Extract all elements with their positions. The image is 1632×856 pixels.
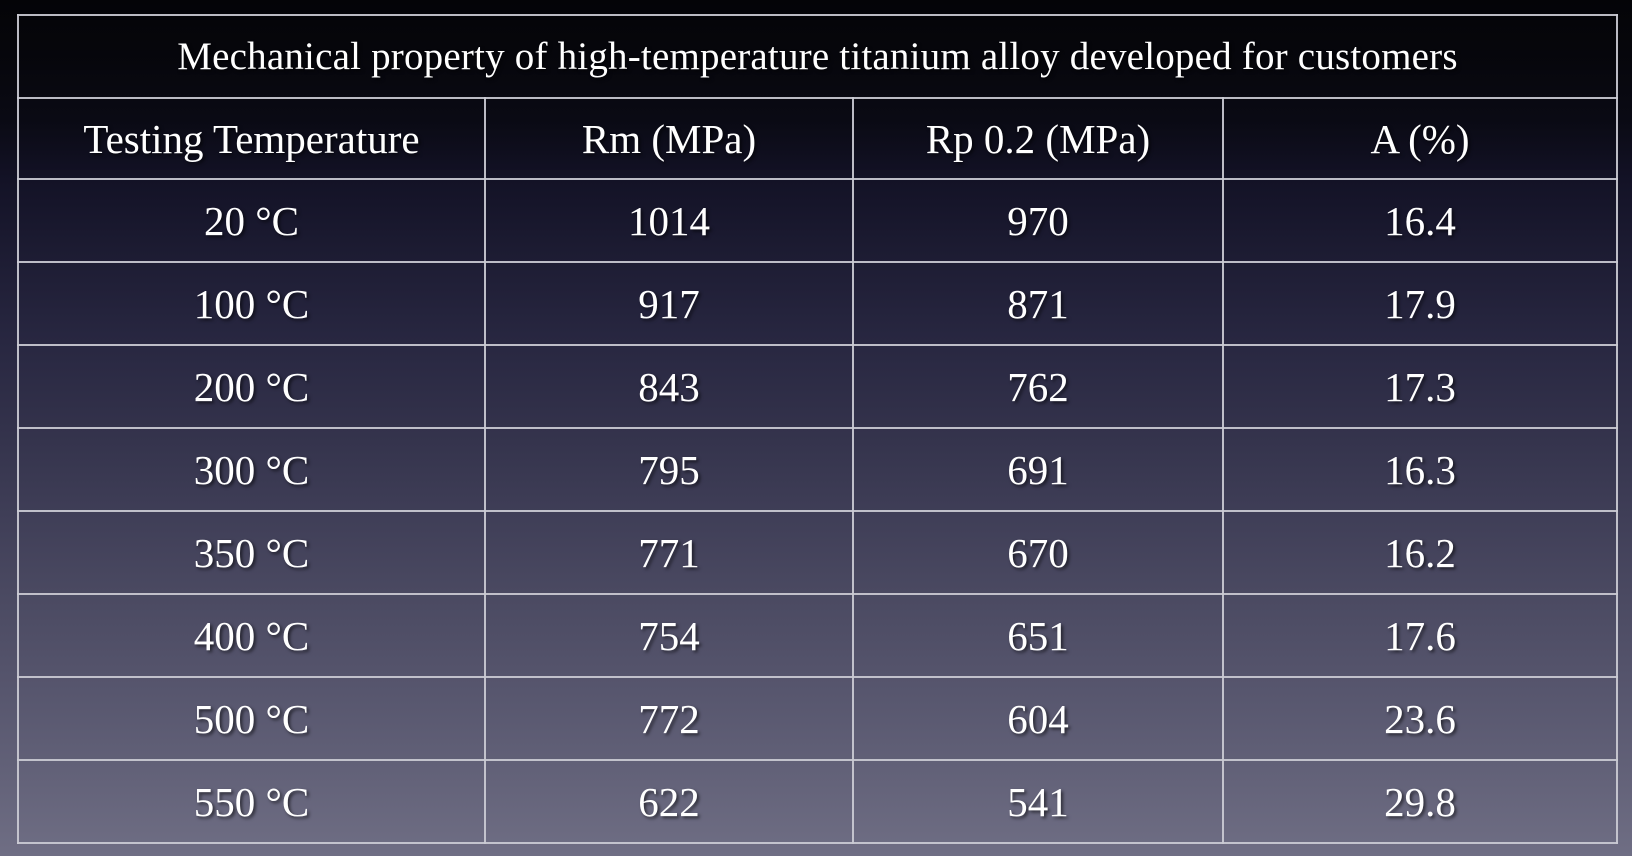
cell-rp02: 670 [852, 510, 1224, 595]
table-row: 300 °C 795 691 16.3 [17, 427, 1618, 512]
table-row: 200 °C 843 762 17.3 [17, 344, 1618, 429]
cell-temperature: 500 °C [17, 676, 486, 761]
table-title-row: Mechanical property of high-temperature … [17, 14, 1618, 99]
cell-elongation: 23.6 [1222, 676, 1618, 761]
table-header-row: Testing Temperature Rm (MPa) Rp 0.2 (MPa… [17, 97, 1618, 180]
cell-temperature: 400 °C [17, 593, 486, 678]
cell-rp02: 604 [852, 676, 1224, 761]
cell-elongation: 29.8 [1222, 759, 1618, 844]
cell-rp02: 970 [852, 178, 1224, 263]
cell-rm: 917 [484, 261, 854, 346]
cell-rm: 843 [484, 344, 854, 429]
table-row: 400 °C 754 651 17.6 [17, 593, 1618, 678]
cell-temperature: 300 °C [17, 427, 486, 512]
cell-elongation: 17.6 [1222, 593, 1618, 678]
cell-rm: 795 [484, 427, 854, 512]
cell-temperature: 100 °C [17, 261, 486, 346]
cell-rm: 1014 [484, 178, 854, 263]
cell-rp02: 871 [852, 261, 1224, 346]
table-title: Mechanical property of high-temperature … [17, 14, 1618, 99]
table-row: 500 °C 772 604 23.6 [17, 676, 1618, 761]
cell-temperature: 350 °C [17, 510, 486, 595]
cell-rm: 772 [484, 676, 854, 761]
cell-elongation: 17.3 [1222, 344, 1618, 429]
cell-temperature: 20 °C [17, 178, 486, 263]
cell-elongation: 16.4 [1222, 178, 1618, 263]
col-header-a-percent: A (%) [1222, 97, 1618, 180]
cell-rm: 622 [484, 759, 854, 844]
table-row: 350 °C 771 670 16.2 [17, 510, 1618, 595]
table-row: 100 °C 917 871 17.9 [17, 261, 1618, 346]
cell-temperature: 550 °C [17, 759, 486, 844]
table-row: 20 °C 1014 970 16.4 [17, 178, 1618, 263]
cell-elongation: 16.2 [1222, 510, 1618, 595]
cell-rp02: 691 [852, 427, 1224, 512]
cell-elongation: 17.9 [1222, 261, 1618, 346]
cell-rm: 754 [484, 593, 854, 678]
mechanical-properties-table: Mechanical property of high-temperature … [17, 14, 1618, 844]
col-header-rp02-mpa: Rp 0.2 (MPa) [852, 97, 1224, 180]
cell-temperature: 200 °C [17, 344, 486, 429]
cell-rm: 771 [484, 510, 854, 595]
cell-rp02: 651 [852, 593, 1224, 678]
cell-elongation: 16.3 [1222, 427, 1618, 512]
cell-rp02: 762 [852, 344, 1224, 429]
cell-rp02: 541 [852, 759, 1224, 844]
col-header-rm-mpa: Rm (MPa) [484, 97, 854, 180]
col-header-testing-temperature: Testing Temperature [17, 97, 486, 180]
table-row: 550 °C 622 541 29.8 [17, 759, 1618, 844]
